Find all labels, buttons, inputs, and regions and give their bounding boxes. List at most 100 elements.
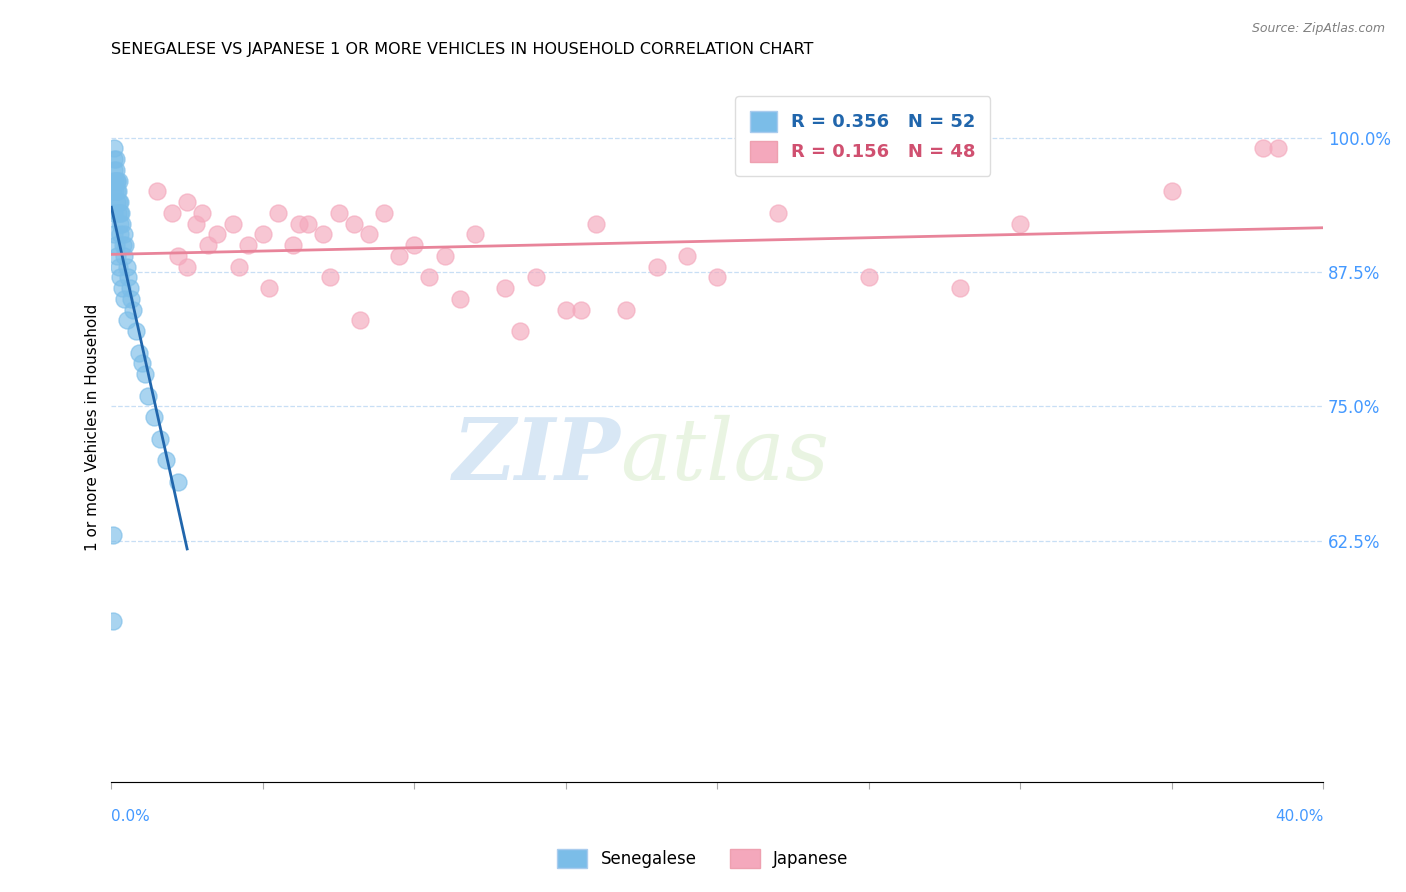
Point [136,388,159,402]
Text: 0.0%: 0.0% [111,809,150,824]
Point [118,281,141,295]
Point [328,206,350,220]
Point [110,195,132,210]
Point [167,475,190,489]
Point [288,217,311,231]
Point [155,453,177,467]
Point [1160,185,1182,199]
Point [103,227,125,242]
Text: ZIP: ZIP [453,415,620,498]
Point [121,302,143,317]
Point [108,195,131,210]
Point [1251,141,1274,155]
Point [252,227,274,242]
Point [257,281,280,295]
Point [101,185,124,199]
Y-axis label: 1 or more Vehicles in Household: 1 or more Vehicles in Household [86,304,100,551]
Point [357,227,380,242]
Point [186,217,208,231]
Point [1267,141,1289,155]
Point [176,260,198,274]
Point [949,281,972,295]
Point [267,206,290,220]
Point [449,292,471,306]
Point [108,206,131,220]
Point [134,367,156,381]
Point [464,227,486,242]
Point [107,174,129,188]
Point [404,238,426,252]
Point [509,324,531,338]
Point [176,195,198,210]
Point [107,185,129,199]
Point [1010,217,1032,231]
Text: 40.0%: 40.0% [1275,809,1323,824]
Point [569,302,592,317]
Point [104,185,127,199]
Point [112,249,135,263]
Point [343,217,366,231]
Point [107,206,129,220]
Point [105,174,128,188]
Point [221,217,243,231]
Point [110,206,132,220]
Point [108,260,131,274]
Point [373,206,395,220]
Point [101,528,124,542]
Text: SENEGALESE VS JAPANESE 1 OR MORE VEHICLES IN HOUSEHOLD CORRELATION CHART: SENEGALESE VS JAPANESE 1 OR MORE VEHICLE… [111,42,814,57]
Text: Source: ZipAtlas.com: Source: ZipAtlas.com [1251,22,1385,36]
Point [112,292,135,306]
Point [388,249,411,263]
Point [297,217,319,231]
Point [197,238,219,252]
Point [103,206,125,220]
Point [128,345,150,359]
Point [103,162,125,177]
Legend: Senegalese, Japanese: Senegalese, Japanese [551,842,855,875]
Point [124,324,146,338]
Point [131,356,153,370]
Point [103,141,125,155]
Point [117,270,139,285]
Point [108,174,131,188]
Point [107,185,129,199]
Point [115,260,138,274]
Point [111,281,134,295]
Point [110,227,132,242]
Text: atlas: atlas [620,415,830,498]
Point [111,217,134,231]
Point [645,260,668,274]
Point [104,162,127,177]
Point [111,238,134,252]
Point [101,174,124,188]
Point [585,217,607,231]
Point [616,302,638,317]
Point [104,238,127,252]
Point [103,152,125,166]
Point [105,195,128,210]
Point [191,206,214,220]
Point [104,152,127,166]
Point [108,217,131,231]
Point [676,249,699,263]
Point [283,238,305,252]
Point [228,260,250,274]
Point [524,270,547,285]
Point [146,185,169,199]
Point [167,249,190,263]
Point [433,249,456,263]
Point [120,292,142,306]
Point [104,174,127,188]
Point [207,227,229,242]
Point [103,614,125,628]
Point [110,270,132,285]
Legend: R = 0.356   N = 52, R = 0.156   N = 48: R = 0.356 N = 52, R = 0.156 N = 48 [735,96,990,176]
Point [312,227,335,242]
Point [494,281,516,295]
Point [107,249,129,263]
Point [236,238,259,252]
Point [149,432,172,446]
Point [349,313,371,327]
Point [554,302,576,317]
Point [318,270,340,285]
